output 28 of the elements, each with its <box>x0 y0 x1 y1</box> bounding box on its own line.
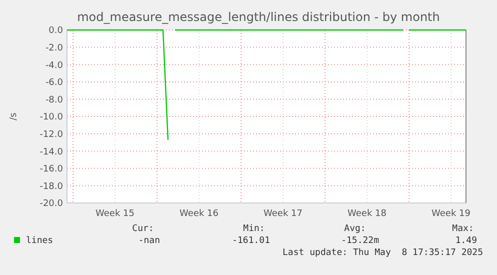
y-axis-title: /s <box>9 112 19 120</box>
text: Cur: <box>132 224 154 234</box>
y-tick-label: -16.0 <box>40 164 64 175</box>
text: 1.49 <box>455 236 477 246</box>
y-tick-label: -12.0 <box>40 130 64 140</box>
text: Max: <box>452 224 474 234</box>
y-tick-label: -18.0 <box>40 182 64 192</box>
x-tick-label: Week 18 <box>348 209 387 219</box>
y-tick-label: -10.0 <box>40 112 64 123</box>
x-tick-label: Week 19 <box>432 209 471 219</box>
text: -161.01 <box>232 236 270 246</box>
y-tick-label: -14.0 <box>40 147 64 158</box>
y-tick-label: -2.0 <box>45 43 64 54</box>
text: Last update: Thu May 8 17:35:17 2025 <box>282 248 483 258</box>
text: -nan <box>138 236 160 246</box>
text: Avg: <box>344 224 366 234</box>
y-tick-label: -6.0 <box>45 78 64 88</box>
x-tick-label: Week 15 <box>96 209 134 219</box>
y-tick-label: -8.0 <box>45 95 64 106</box>
legend-label: lines <box>26 236 54 246</box>
x-tick-label: Week 17 <box>264 209 302 219</box>
x-tick-label: Week 16 <box>180 209 219 219</box>
text: Min: <box>243 224 265 234</box>
text: -15.22m <box>341 236 379 246</box>
y-tick-label: 0.0 <box>48 26 64 36</box>
chart-title: mod_measure_message_length/lines distribution - by month <box>77 10 440 24</box>
y-tick-label: -20.0 <box>40 199 64 210</box>
y-tick-label: -4.0 <box>45 60 64 71</box>
